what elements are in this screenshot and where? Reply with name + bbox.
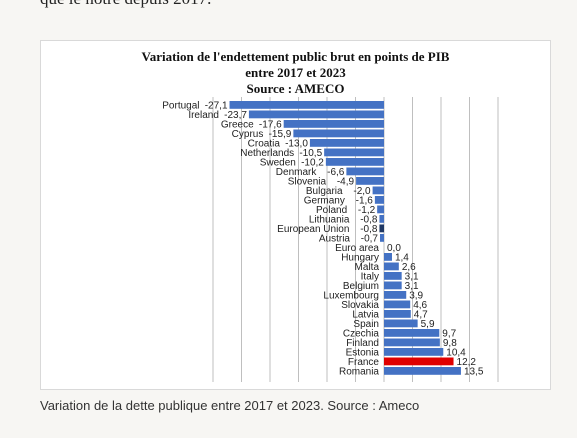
- bar-european-union: [379, 224, 384, 233]
- bar-slovakia: [384, 300, 411, 309]
- bar-italy: [384, 272, 402, 280]
- value-label: -23,7: [224, 110, 247, 121]
- bar-croatia: [309, 139, 384, 147]
- value-label: 4,7: [414, 309, 428, 320]
- category-label: Bulgaria: [306, 186, 343, 197]
- bar-luxembourg: [384, 291, 407, 299]
- category-label: Slovenia: [288, 176, 327, 187]
- category-label: Belgium: [343, 281, 379, 292]
- value-label: 3,1: [405, 271, 419, 282]
- bar-netherlands: [324, 148, 384, 157]
- value-label: -1,2: [358, 205, 376, 216]
- bar-sweden: [325, 158, 384, 166]
- value-label: 12,2: [457, 357, 477, 368]
- value-label: 4,6: [413, 300, 427, 311]
- bar-spain: [384, 319, 418, 328]
- bar-latvia: [384, 310, 411, 318]
- category-label: Malta: [355, 262, 380, 273]
- value-label: 9,7: [442, 328, 456, 339]
- bar-czechia: [384, 329, 440, 337]
- category-label: Germany: [304, 195, 345, 206]
- chart-title-line-1: Variation de l'endettement public brut e…: [141, 49, 450, 64]
- bar-lithuania: [379, 215, 384, 223]
- chart-title-line-3: Source : AMECO: [246, 81, 345, 96]
- value-label: 10,4: [446, 347, 466, 358]
- category-label: Croatia: [248, 138, 281, 149]
- bar-estonia: [384, 348, 444, 356]
- value-label: -13,0: [285, 138, 308, 149]
- value-label: 3,1: [405, 281, 419, 292]
- category-label: France: [348, 357, 380, 368]
- category-label: Lithuania: [309, 214, 350, 225]
- category-label: Luxembourg: [323, 290, 379, 301]
- value-label: -1,6: [356, 195, 374, 206]
- category-label: Italy: [361, 271, 379, 282]
- category-label: Estonia: [346, 347, 380, 358]
- category-label: Sweden: [260, 157, 296, 168]
- bar-portugal: [229, 101, 384, 109]
- category-label: European Union: [277, 224, 349, 235]
- bar-romania: [384, 367, 461, 375]
- value-label: -2,0: [353, 186, 371, 197]
- value-label: -0,8: [360, 224, 378, 235]
- chart-figure: Variation de l'endettement public brut e…: [40, 40, 551, 390]
- figure-caption: Variation de la dette publique entre 201…: [40, 398, 420, 413]
- bar-cyprus: [293, 129, 384, 138]
- value-label: -4,9: [337, 176, 355, 187]
- bar-germany: [374, 196, 384, 204]
- value-label: 3,9: [409, 290, 423, 301]
- value-label: 13,5: [464, 366, 484, 377]
- category-label: Latvia: [352, 309, 379, 320]
- category-label: Finland: [346, 338, 379, 349]
- bar-poland: [377, 205, 384, 214]
- category-label: Greece: [221, 119, 254, 130]
- bar-hungary: [384, 253, 392, 261]
- bar-ireland: [248, 110, 384, 119]
- value-label: 5,9: [421, 319, 435, 330]
- value-label: 1,4: [395, 252, 409, 263]
- category-label: Cyprus: [232, 129, 264, 140]
- category-label: Poland: [316, 205, 347, 216]
- article-text-fragment: que le notre depuis 2017.: [40, 0, 211, 9]
- category-label: Spain: [353, 319, 379, 330]
- category-label: Netherlands: [240, 148, 294, 159]
- value-label: -10,5: [299, 148, 322, 159]
- value-label: -15,9: [269, 129, 292, 140]
- category-label: Hungary: [341, 252, 379, 263]
- value-label: 2,6: [402, 262, 416, 273]
- category-label: Slovakia: [341, 300, 379, 311]
- value-label: -6,6: [327, 167, 345, 178]
- bar-belgium: [384, 281, 402, 290]
- bar-bulgaria: [372, 186, 384, 195]
- category-label: Ireland: [188, 110, 219, 121]
- value-label: 0,0: [387, 243, 401, 254]
- bar-france: [384, 357, 454, 366]
- bar-greece: [283, 120, 384, 128]
- category-label: Denmark: [276, 167, 318, 178]
- bar-slovenia: [356, 177, 384, 185]
- category-label: Czechia: [343, 328, 380, 339]
- category-label: Euro area: [335, 243, 379, 254]
- bar-finland: [384, 338, 440, 347]
- bar-austria: [380, 234, 384, 242]
- value-label: -17,6: [259, 119, 282, 130]
- category-label: Romania: [339, 366, 379, 377]
- value-label: -0,7: [361, 233, 379, 244]
- value-label: 9,8: [443, 338, 457, 349]
- category-label: Portugal: [162, 100, 199, 111]
- value-label: -27,1: [205, 100, 228, 111]
- value-label: -0,8: [360, 214, 378, 225]
- value-label: -10,2: [301, 157, 324, 168]
- category-label: Austria: [319, 233, 351, 244]
- bar-malta: [384, 262, 399, 271]
- bar-denmark: [346, 167, 384, 176]
- chart-title-line-2: entre 2017 et 2023: [245, 65, 346, 80]
